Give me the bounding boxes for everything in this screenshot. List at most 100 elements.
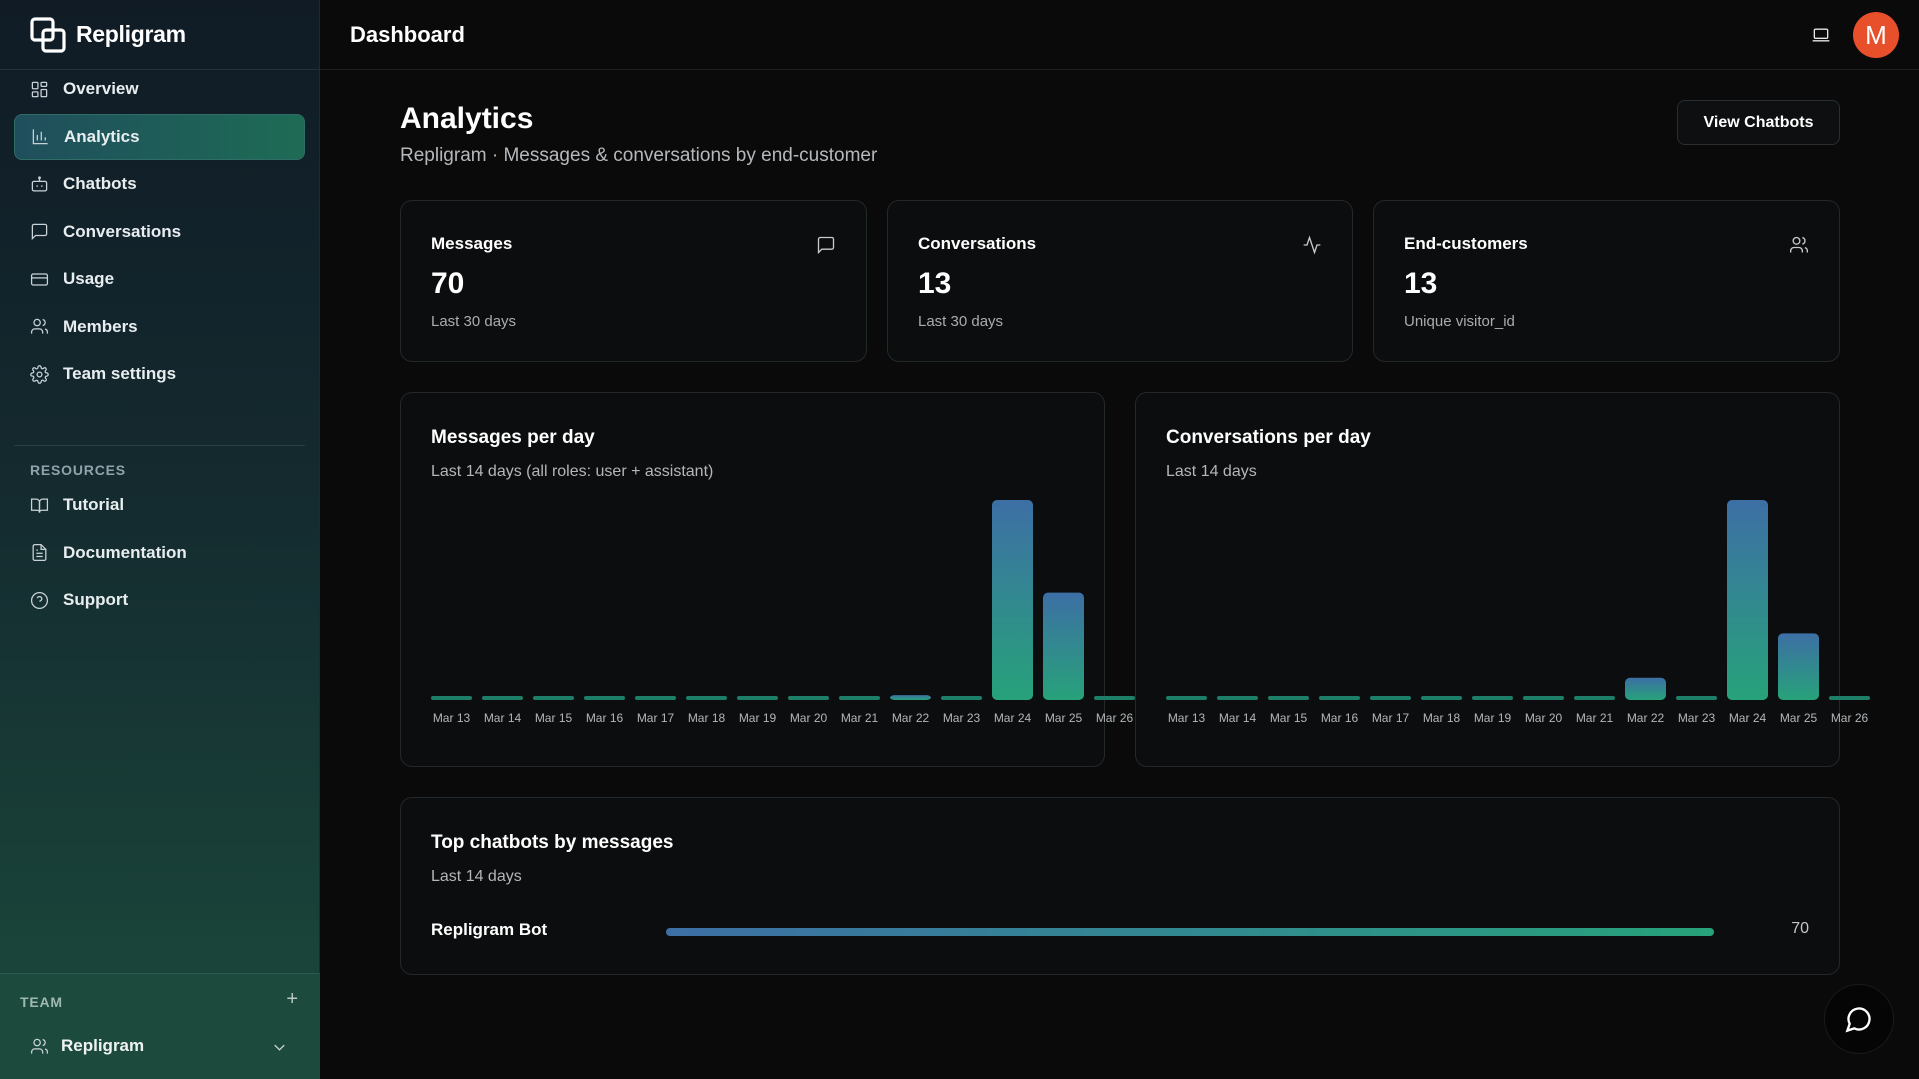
bar-mar-23 xyxy=(941,696,982,700)
chatbot-bar-track xyxy=(666,928,1714,936)
sidebar-item-label: Chatbots xyxy=(63,174,137,193)
view-chatbots-button[interactable]: View Chatbots xyxy=(1677,100,1840,145)
top-chatbots-title: Top chatbots by messages xyxy=(431,832,674,853)
x-tick-label: Mar 19 xyxy=(739,711,777,725)
stat-label: Messages xyxy=(431,234,513,253)
chat-bubble-icon xyxy=(1845,1007,1871,1033)
stat-footnote: Unique visitor_id xyxy=(1404,313,1515,330)
bar-mar-23 xyxy=(1676,696,1717,700)
bar-mar-25 xyxy=(1043,592,1084,700)
message-square-icon xyxy=(817,236,835,255)
sidebar-item-label: Analytics xyxy=(64,126,140,146)
x-tick-label: Mar 21 xyxy=(841,711,879,725)
bar-mar-26 xyxy=(1094,696,1135,700)
messages-bar-chart: Mar 13 Mar 14 Mar 15 Mar 16 Mar 17 Mar 18 Mar … xyxy=(431,500,1135,725)
bar-mar-21 xyxy=(839,696,880,700)
bar-mar-15 xyxy=(533,696,574,700)
bar-mar-19 xyxy=(737,696,778,700)
chart-subtitle: Last 14 days (all roles: user + assistan… xyxy=(431,463,714,480)
bot-icon xyxy=(31,175,48,191)
bar-mar-24 xyxy=(1727,500,1768,700)
x-tick-label: Mar 21 xyxy=(1576,711,1614,725)
x-tick-label: Mar 26 xyxy=(1096,711,1134,725)
sidebar-item-support[interactable]: Support xyxy=(14,577,305,623)
bar-mar-18 xyxy=(1421,696,1462,700)
sidebar-item-chatbots[interactable]: Chatbots xyxy=(14,161,305,207)
sidebar-item-overview[interactable]: Overview xyxy=(14,66,305,112)
x-tick-label: Mar 15 xyxy=(1270,711,1308,725)
avatar[interactable]: M xyxy=(1853,12,1899,58)
top-chatbots-subtitle: Last 14 days xyxy=(431,868,522,885)
x-tick-label: Mar 19 xyxy=(1474,711,1512,725)
repligram-logo-icon xyxy=(30,16,66,53)
brand[interactable]: Repligram xyxy=(0,0,319,70)
conversations-bar-chart: Mar 13 Mar 14 Mar 15 Mar 16 Mar 17 Mar 18 Mar … xyxy=(1166,500,1870,725)
team-name: Repligram xyxy=(61,1036,145,1055)
bar-mar-20 xyxy=(1523,696,1564,700)
x-tick-label: Mar 23 xyxy=(1678,711,1716,725)
sidebar-item-tutorial[interactable]: Tutorial xyxy=(14,482,305,528)
chat-widget-button[interactable] xyxy=(1824,984,1894,1054)
topbar-title: Dashboard xyxy=(350,21,465,47)
x-tick-label: Mar 22 xyxy=(892,711,930,725)
stat-value: 13 xyxy=(1404,267,1438,300)
bar-mar-19 xyxy=(1472,696,1513,700)
users-icon xyxy=(30,1038,49,1054)
bar-mar-16 xyxy=(584,696,625,700)
stat-card-end-customers: End-customers 13 Unique visitor_id xyxy=(1373,200,1840,362)
page-subtitle: Repligram · Messages & conversations by … xyxy=(400,145,878,166)
x-tick-label: Mar 17 xyxy=(1372,711,1410,725)
x-tick-label: Mar 18 xyxy=(1423,711,1461,725)
x-tick-label: Mar 17 xyxy=(637,711,675,725)
brand-name: Repligram xyxy=(76,21,186,47)
x-tick-label: Mar 14 xyxy=(1219,711,1257,725)
team-heading: TEAM xyxy=(20,994,63,1010)
sidebar-item-label: Conversations xyxy=(63,221,182,241)
bar-mar-17 xyxy=(635,696,676,700)
bar-mar-17 xyxy=(1370,696,1411,700)
resources-nav: Tutorial Documentation Support xyxy=(14,482,305,625)
x-tick-label: Mar 16 xyxy=(1321,711,1359,725)
stat-value: 13 xyxy=(918,267,952,300)
book-icon xyxy=(30,498,49,513)
grid-icon xyxy=(31,81,48,97)
sidebar-item-conversations[interactable]: Conversations xyxy=(14,209,305,255)
sidebar-item-usage[interactable]: Usage xyxy=(14,256,305,302)
stat-label: Conversations xyxy=(918,234,1037,253)
x-tick-label: Mar 26 xyxy=(1831,711,1869,725)
sidebar-divider xyxy=(14,445,305,446)
sidebar-item-analytics[interactable]: Analytics xyxy=(14,113,305,160)
sidebar-item-documentation[interactable]: Documentation xyxy=(14,530,305,576)
sidebar-item-members[interactable]: Members xyxy=(14,304,305,350)
sidebar-item-label: Documentation xyxy=(63,542,187,562)
bar-mar-20 xyxy=(788,696,829,700)
x-tick-label: Mar 22 xyxy=(1627,711,1665,725)
bar-mar-24 xyxy=(992,500,1033,700)
chatbot-name: Repligram Bot xyxy=(431,920,548,939)
x-tick-label: Mar 18 xyxy=(688,711,726,725)
sidebar-item-label: Usage xyxy=(63,269,115,288)
stat-card-messages: Messages 70 Last 30 days xyxy=(400,200,867,362)
stat-footnote: Last 30 days xyxy=(918,313,1004,330)
bar-mar-13 xyxy=(1166,696,1207,700)
x-tick-label: Mar 23 xyxy=(943,711,981,725)
bar-mar-13 xyxy=(431,696,472,700)
credit-card-icon xyxy=(30,272,49,286)
bar-mar-22 xyxy=(1625,677,1666,700)
bar-mar-18 xyxy=(686,696,727,700)
x-tick-label: Mar 15 xyxy=(535,711,573,725)
resources-heading: RESOURCES xyxy=(30,462,126,478)
laptop-icon[interactable] xyxy=(1811,25,1831,45)
bar-mar-14 xyxy=(482,696,523,700)
add-team-button[interactable]: + xyxy=(286,988,298,1010)
x-tick-label: Mar 20 xyxy=(790,711,828,725)
sidebar: Repligram Overview Analytics Chatbots Co… xyxy=(0,0,320,1079)
chatbot-message-count: 70 xyxy=(1791,920,1809,937)
x-tick-label: Mar 16 xyxy=(586,711,624,725)
bar-chart-icon xyxy=(32,129,48,145)
bar-mar-16 xyxy=(1319,696,1360,700)
sidebar-item-team-settings[interactable]: Team settings xyxy=(14,351,305,397)
bar-mar-25 xyxy=(1778,633,1819,700)
sidebar-item-label: Overview xyxy=(63,79,139,98)
team-switcher[interactable]: Repligram xyxy=(14,1026,305,1066)
